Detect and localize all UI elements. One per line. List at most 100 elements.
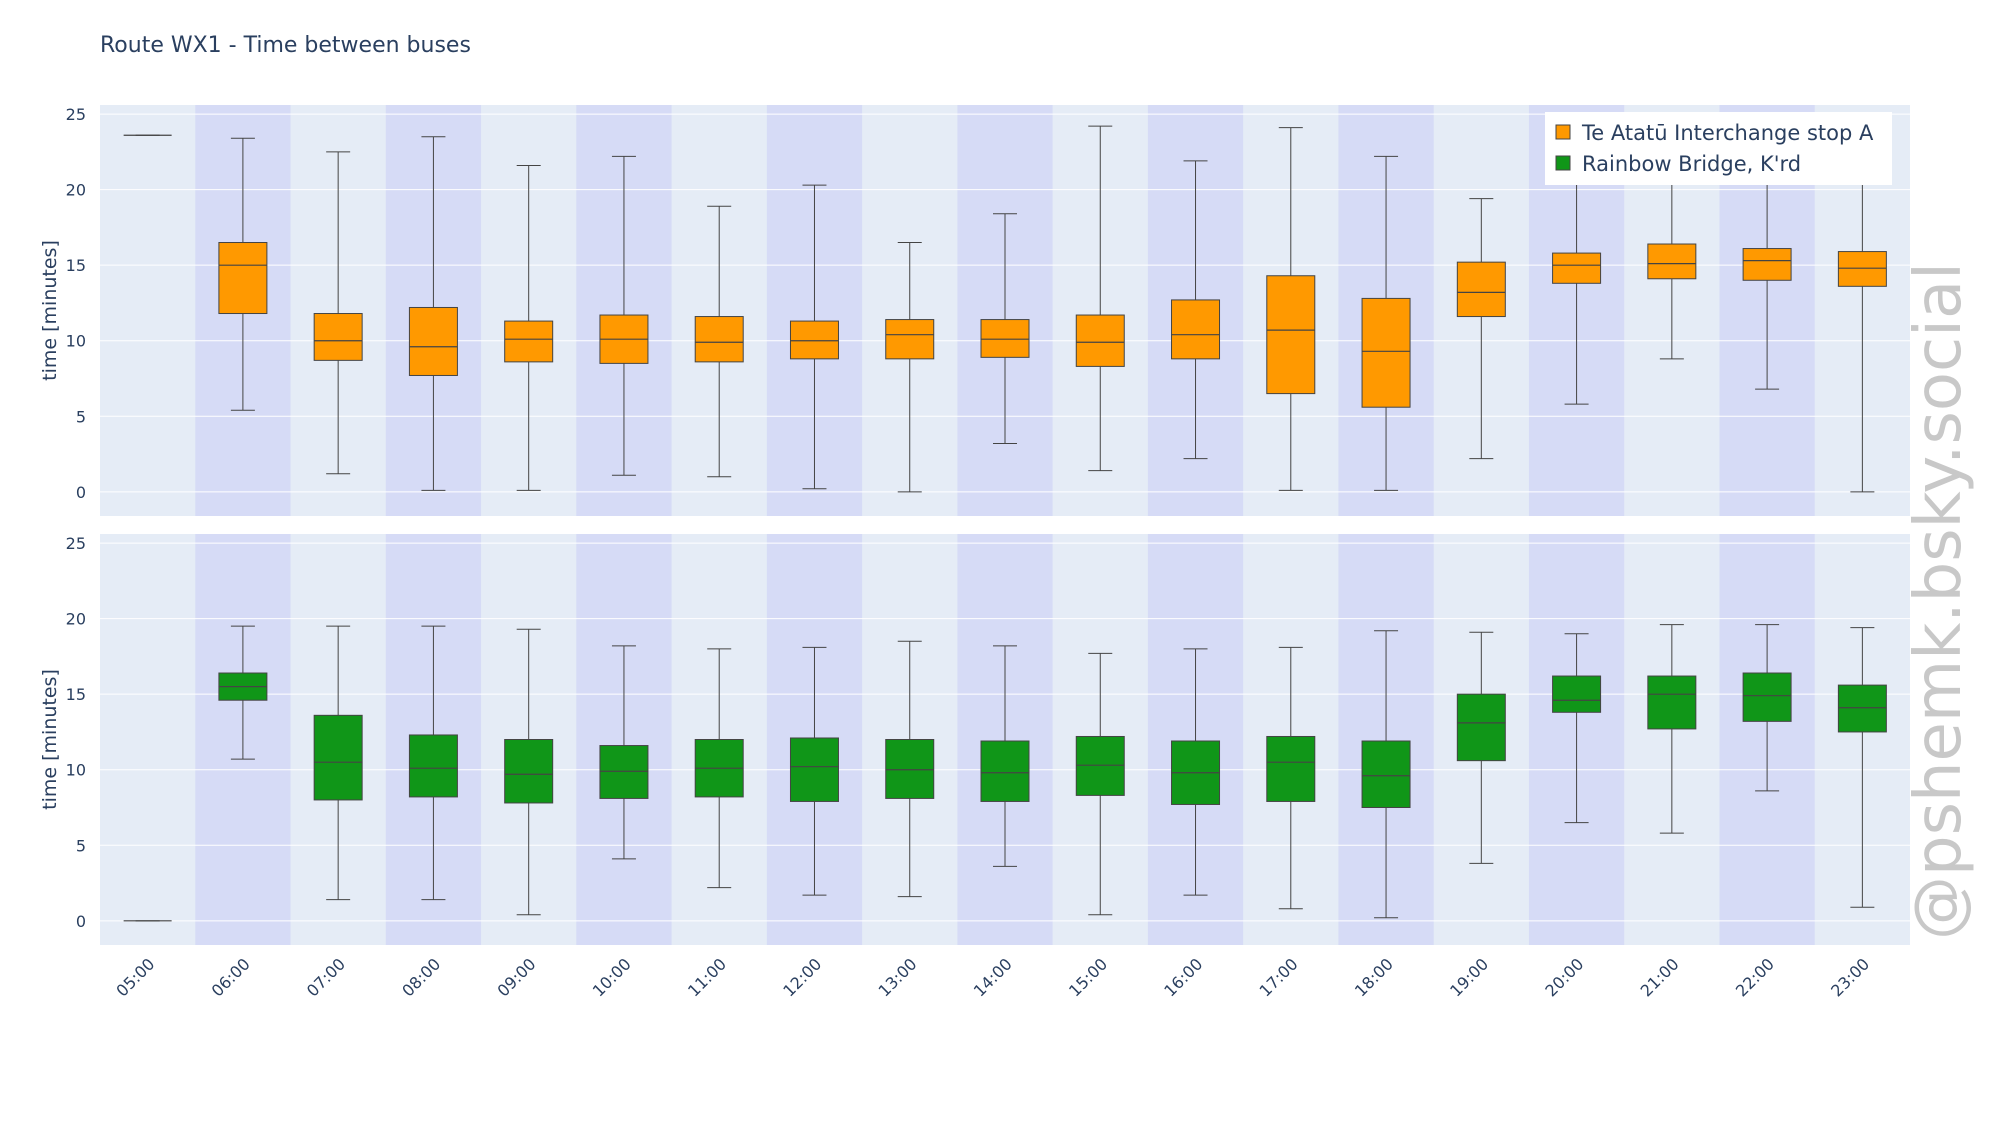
y-axis-label: time [minutes] [39,669,61,810]
y-tick-label: 5 [76,407,86,426]
box-rainbow-bridge-10 [1075,652,1125,916]
box-te-atatu-4 [504,164,554,491]
iqr-box [789,320,839,360]
box-rainbow-bridge-1 [218,625,268,760]
y-tick-label: 15 [66,256,86,275]
x-tick-label: 16:00 [1160,954,1206,1000]
iqr-box [789,737,839,802]
x-tick-label: 17:00 [1256,954,1302,1000]
box-te-atatu-7 [789,184,839,490]
legend-swatch-te-atatu[interactable] [1555,124,1571,140]
box-te-atatu-5 [599,155,649,476]
box-te-atatu-14 [1456,198,1506,460]
iqr-box [885,739,935,799]
iqr-box [1552,675,1602,713]
iqr-box [1266,275,1316,395]
box-te-atatu-6 [694,205,744,478]
box-te-atatu-16 [1647,174,1697,360]
legend-swatch-rainbow-bridge[interactable] [1555,155,1571,171]
box-te-atatu-2 [313,151,363,475]
y-tick-label: 20 [66,610,86,629]
iqr-box [1647,675,1697,730]
y-tick-label: 15 [66,685,86,704]
iqr-box [599,745,649,799]
y-tick-label: 20 [66,181,86,200]
x-tick-label: 08:00 [398,954,444,1000]
box-rainbow-bridge-12 [1266,646,1316,910]
box-rainbow-bridge-11 [1171,648,1221,896]
iqr-box [1456,693,1506,762]
x-tick-label: 11:00 [684,954,730,1000]
iqr-box [980,740,1030,802]
box-rainbow-bridge-3 [408,625,458,901]
box-rainbow-bridge-17 [1742,624,1792,792]
box-te-atatu-10 [1075,125,1125,472]
x-tick-label: 18:00 [1351,954,1397,1000]
legend-label-rainbow-bridge[interactable]: Rainbow Bridge, K'rd [1582,152,1801,176]
iqr-box [1171,299,1221,360]
x-tick-label: 12:00 [779,954,825,1000]
chart-title: Route WX1 - Time between buses [100,33,471,58]
box-rainbow-bridge-5 [599,645,649,860]
x-tick-label: 07:00 [303,954,349,1000]
box-rainbow-bridge-8 [885,640,935,898]
x-tick-label: 06:00 [208,954,254,1000]
panel-rainbow-bridge: 0 5 10 15 20 25 time [minutes] [39,534,1910,945]
box-rainbow-bridge-18 [1837,627,1887,908]
y-tick-label: 5 [76,836,86,855]
box-te-atatu-18 [1837,174,1887,493]
iqr-box [1837,251,1887,287]
iqr-box [885,319,935,360]
iqr-box [504,320,554,363]
iqr-box [1456,261,1506,318]
iqr-box [1075,314,1125,367]
x-axis: 05:00 06:00 07:00 08:00 09:00 10:00 11:00 12:00… [112,954,1873,1000]
iqr-box [1361,297,1411,408]
x-tick-label: 13:00 [875,954,921,1000]
x-tick-label: 20:00 [1541,954,1587,1000]
legend[interactable]: Te Atatū Interchange stop A Rainbow Brid… [1545,112,1892,185]
box-te-atatu-17 [1742,174,1792,390]
iqr-box [408,306,458,376]
y-tick-label: 25 [66,534,86,553]
legend-box [1545,112,1892,185]
iqr-box [218,242,268,315]
iqr-box [1075,735,1125,796]
y-tick-label: 0 [76,483,86,502]
iqr-box [1647,243,1697,280]
x-tick-label: 23:00 [1827,954,1873,1000]
box-rainbow-bridge-14 [1456,631,1506,864]
iqr-box [980,319,1030,358]
box-rainbow-bridge-16 [1647,624,1697,834]
y-tick-label: 10 [66,332,86,351]
box-te-atatu-12 [1266,127,1316,491]
y-tick-label: 10 [66,761,86,780]
x-tick-label: 05:00 [112,954,158,1000]
box-te-atatu-8 [885,242,935,493]
y-axis-label: time [minutes] [39,240,61,381]
iqr-box [313,714,363,801]
box-rainbow-bridge-15 [1552,633,1602,824]
y-tick-label: 0 [76,912,86,931]
box-te-atatu-1 [218,137,268,411]
iqr-box [1742,248,1792,281]
box-te-atatu-15 [1552,174,1602,405]
legend-label-te-atatu[interactable]: Te Atatū Interchange stop A [1581,121,1874,145]
iqr-box [694,316,744,363]
x-tick-label: 19:00 [1446,954,1492,1000]
iqr-box [1266,735,1316,802]
box-rainbow-bridge-13 [1361,630,1411,919]
x-tick-label: 14:00 [970,954,1016,1000]
iqr-box [1837,684,1887,733]
x-tick-label: 22:00 [1732,954,1778,1000]
x-tick-label: 10:00 [589,954,635,1000]
box-rainbow-bridge-2 [313,625,363,901]
x-tick-label: 21:00 [1637,954,1683,1000]
x-tick-label: 09:00 [493,954,539,1000]
box-rainbow-bridge-9 [980,645,1030,867]
box-rainbow-bridge-7 [789,646,839,896]
x-tick-label: 15:00 [1065,954,1111,1000]
box-te-atatu-11 [1171,160,1221,460]
box-te-atatu-13 [1361,155,1411,491]
